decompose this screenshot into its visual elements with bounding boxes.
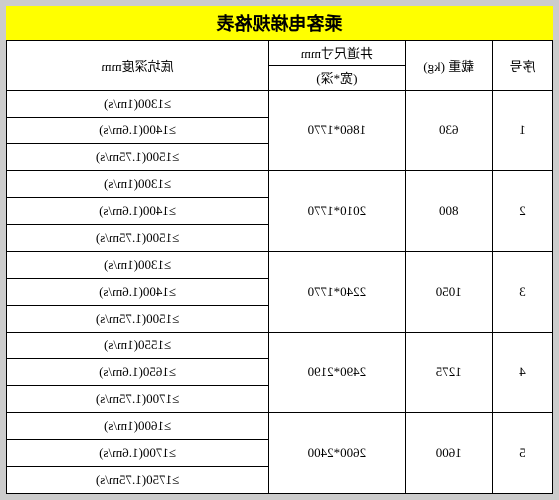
table-container: 乘客电梯规格表 序号 载重 (kg) 井道尺寸mm 底坑深度mm (宽*深) 1… [6, 6, 553, 494]
cell-depth: ≥1550(1m/s) [7, 332, 269, 359]
header-weight: 载重 (kg) [405, 41, 492, 91]
cell-weight: 800 [405, 171, 492, 252]
cell-depth: ≥1300(1m/s) [7, 251, 269, 278]
cell-depth: ≥1650(1.6m/s) [7, 359, 269, 386]
header-depth: 底坑深度mm [7, 41, 269, 91]
cell-depth: ≥1400(1.6m/s) [7, 117, 269, 144]
header-row: 序号 载重 (kg) 井道尺寸mm 底坑深度mm [7, 41, 553, 66]
cell-weight: 1275 [405, 332, 492, 413]
cell-depth: ≥1300(1m/s) [7, 90, 269, 117]
cell-depth: ≥1500(1.75m/s) [7, 305, 269, 332]
cell-depth: ≥1400(1.6m/s) [7, 278, 269, 305]
cell-seq: 4 [492, 332, 552, 413]
table-row: 2 800 2010*1770 ≥1300(1m/s) [7, 171, 553, 198]
cell-weight: 1600 [405, 413, 492, 494]
cell-dim: 2490*2190 [269, 332, 406, 413]
table-row: 1 630 1860*1770 ≥1300(1m/s) [7, 90, 553, 117]
cell-depth: ≥1600(1m/s) [7, 413, 269, 440]
spec-table: 序号 载重 (kg) 井道尺寸mm 底坑深度mm (宽*深) 1 630 186… [6, 40, 553, 494]
cell-seq: 1 [492, 90, 552, 171]
title-bar: 乘客电梯规格表 [6, 6, 553, 40]
table-row: 3 1050 2240*1770 ≥1300(1m/s) [7, 251, 553, 278]
cell-dim: 2010*1770 [269, 171, 406, 252]
cell-depth: ≥1750(1.75m/s) [7, 466, 269, 493]
cell-seq: 3 [492, 251, 552, 332]
cell-weight: 630 [405, 90, 492, 171]
header-seq: 序号 [492, 41, 552, 91]
cell-dim: 1860*1770 [269, 90, 406, 171]
cell-dim: 2240*1770 [269, 251, 406, 332]
cell-depth: ≥1400(1.6m/s) [7, 198, 269, 225]
cell-seq: 5 [492, 413, 552, 494]
cell-dim: 2600*2400 [269, 413, 406, 494]
cell-depth: ≥1700(1.6m/s) [7, 440, 269, 467]
cell-depth: ≥1300(1m/s) [7, 171, 269, 198]
header-dim-sub: (宽*深) [269, 65, 406, 90]
weight-unit: (kg) [423, 59, 445, 74]
cell-depth: ≥1500(1.75m/s) [7, 225, 269, 252]
header-dim: 井道尺寸mm [269, 41, 406, 66]
cell-weight: 1050 [405, 251, 492, 332]
cell-depth: ≥1500(1.75m/s) [7, 144, 269, 171]
cell-seq: 2 [492, 171, 552, 252]
table-row: 4 1275 2490*2190 ≥1550(1m/s) [7, 332, 553, 359]
table-row: 5 1600 2600*2400 ≥1600(1m/s) [7, 413, 553, 440]
weight-label: 载重 [448, 59, 474, 74]
cell-depth: ≥1700(1.75m/s) [7, 386, 269, 413]
